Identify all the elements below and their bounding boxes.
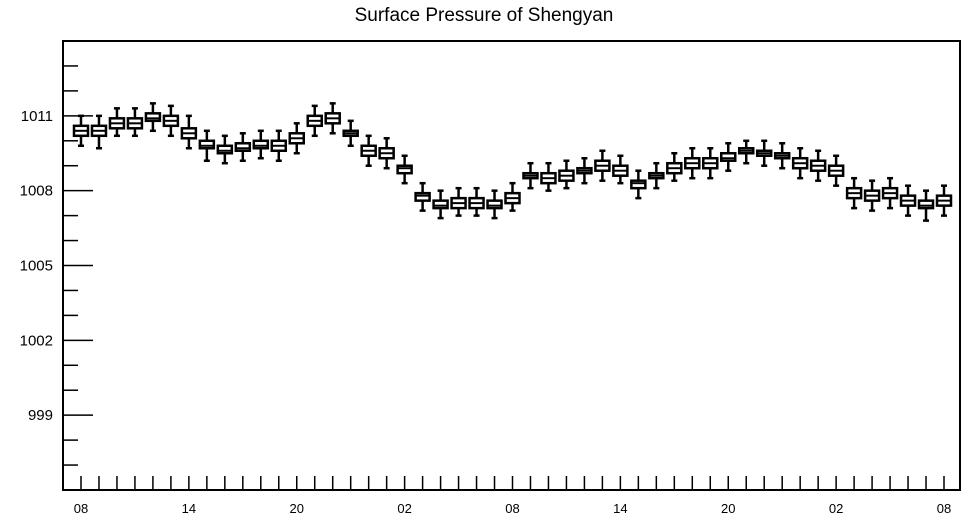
box xyxy=(216,134,234,165)
y-tick-label: 1005 xyxy=(20,258,53,275)
x-tick-label: 08 xyxy=(74,501,88,516)
x-axis: 08 14 20 02 08 14 20 02 08 xyxy=(74,476,951,516)
box-iqr xyxy=(144,112,162,123)
box xyxy=(917,189,935,222)
box xyxy=(684,147,701,180)
plot-frame xyxy=(62,40,961,491)
x-tick-label: 08 xyxy=(505,501,519,516)
box xyxy=(324,102,341,135)
box xyxy=(863,179,881,212)
box xyxy=(648,161,665,190)
box xyxy=(432,189,449,220)
box xyxy=(935,184,953,217)
x-tick-label: 20 xyxy=(721,501,735,516)
y-tick-label: 999 xyxy=(28,407,53,424)
box xyxy=(162,104,180,138)
box xyxy=(126,107,144,138)
box-iqr xyxy=(234,142,252,153)
y-tick-label: 1008 xyxy=(20,183,53,200)
x-tick-label: 02 xyxy=(397,501,411,516)
y-tick-label: 1002 xyxy=(20,332,53,349)
box-iqr xyxy=(917,199,935,210)
y-tick-label: 1011 xyxy=(21,108,53,125)
box xyxy=(360,134,377,167)
box xyxy=(881,176,899,210)
box xyxy=(899,184,917,217)
box xyxy=(72,114,90,148)
x-tick-label: 08 xyxy=(937,501,951,516)
box xyxy=(198,129,216,162)
box xyxy=(486,189,503,220)
box xyxy=(342,119,359,148)
box xyxy=(773,142,791,170)
box-series xyxy=(72,102,953,222)
box-iqr xyxy=(198,139,216,150)
box xyxy=(594,149,611,182)
box-iqr xyxy=(720,152,737,162)
box xyxy=(90,114,108,150)
box xyxy=(522,161,539,190)
box-iqr xyxy=(630,179,647,190)
box xyxy=(270,129,288,162)
box xyxy=(504,181,521,212)
chart-title: Surface Pressure of Shengyan xyxy=(354,5,614,26)
x-tick-label: 02 xyxy=(829,501,843,516)
box-iqr xyxy=(216,144,234,155)
box xyxy=(450,186,467,217)
x-tick-label: 14 xyxy=(182,501,196,516)
x-tick-label: 14 xyxy=(613,501,627,516)
box xyxy=(720,142,737,172)
box xyxy=(809,149,827,182)
box xyxy=(702,147,719,180)
box xyxy=(378,137,395,170)
box xyxy=(845,176,863,210)
box-iqr xyxy=(252,139,270,150)
box xyxy=(144,102,162,133)
box xyxy=(468,186,485,217)
box xyxy=(576,156,593,185)
box xyxy=(558,159,575,190)
box xyxy=(108,107,126,138)
box xyxy=(791,147,809,180)
box xyxy=(414,181,431,212)
box-iqr xyxy=(486,199,503,210)
box xyxy=(737,139,755,165)
box xyxy=(540,161,557,192)
box-iqr xyxy=(396,164,413,175)
x-tick-label: 20 xyxy=(290,501,304,516)
box xyxy=(612,154,629,185)
box xyxy=(180,114,198,150)
box xyxy=(630,169,647,200)
box-iqr xyxy=(414,191,431,202)
box xyxy=(234,132,252,162)
box xyxy=(252,129,270,160)
box xyxy=(755,139,773,167)
box xyxy=(306,104,323,138)
box xyxy=(666,152,683,182)
box-iqr xyxy=(432,199,449,210)
box xyxy=(396,154,413,185)
box xyxy=(288,122,305,155)
box xyxy=(827,154,845,187)
y-axis: 999 1002 1005 1008 1011 xyxy=(20,40,93,491)
